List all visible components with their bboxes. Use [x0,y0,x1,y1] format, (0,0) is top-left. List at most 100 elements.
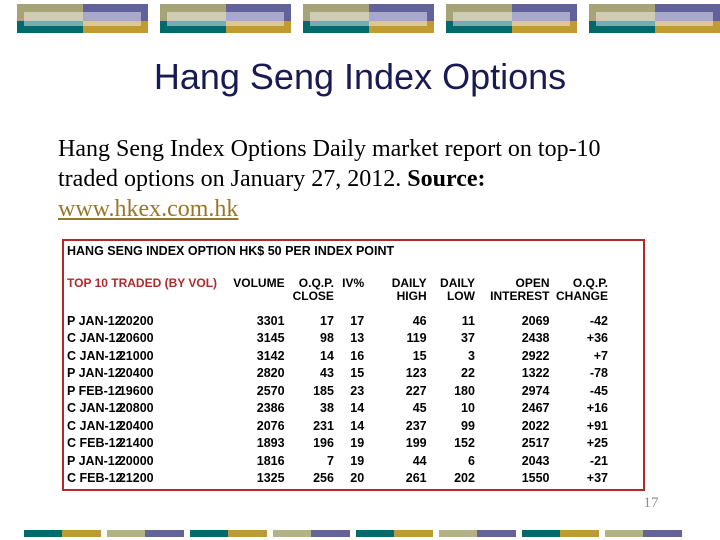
table-cell: 99 [461,418,475,433]
table-cell: 14 [320,348,334,363]
deco-block-khaki [439,530,477,537]
table-cell: 19 [350,436,365,451]
table-cell: 17 [350,313,365,328]
table-cell: 20400 [118,366,154,381]
header-deco-bar [446,4,577,33]
table-cell: 6 [468,453,475,468]
table-cell: 20 [350,471,365,486]
table-row: P JAN-12 20200 3301 17 17 46 11 2069 -42 [67,312,608,330]
table-cell: 7 [326,453,334,468]
deco-block-khaki [589,4,655,22]
deco-highlight [453,12,570,26]
footer-deco-pair [273,530,350,537]
table-row: P JAN-12 20400 2820 43 15 123 22 1322 -78 [67,365,608,383]
table-header-row: TOP 10 TRADED (BY VOL) VOLUME O.Q.P. CLOS… [67,277,608,303]
table-cell: 1325 [256,471,285,486]
table-cell: 43 [320,366,334,381]
deco-block-teal [190,530,228,537]
table-cell: 2467 [521,401,550,416]
footer-deco-pair [439,530,516,537]
table-cell: C JAN-12 [67,418,123,433]
table-cell: 38 [320,401,334,416]
table-cell: P JAN-12 [67,313,122,328]
table-cell: -42 [589,313,608,328]
deco-block-gold [228,530,267,537]
hkex-link[interactable]: www.hkex.com.hk [58,196,239,222]
deco-block-purple [511,4,577,22]
table-cell: 1322 [521,366,550,381]
table-cell: P JAN-12 [67,453,122,468]
table-cell: 2386 [256,401,285,416]
table-cell: 196 [313,436,334,451]
table-cell: 2974 [521,383,550,398]
deco-block-teal [589,21,655,33]
table-cell: +91 [586,418,608,433]
header-deco-bar [303,4,434,33]
table-cell: 20400 [118,418,154,433]
table-cell: +7 [593,348,608,363]
header-top10: TOP 10 TRADED (BY VOL) [67,276,218,290]
deco-block-teal [446,21,512,33]
deco-block-purple [477,530,516,537]
deco-block-gold [511,21,577,33]
table-cell: 227 [405,383,427,398]
table-cell: 261 [405,471,427,486]
table-row: P FEB-12 19600 2570 185 23 227 180 2974 -45 [67,382,608,400]
intro-line-3: www.hkex.com.hk [58,194,668,224]
table-cell: 20000 [118,453,154,468]
table-cell: +36 [586,331,608,346]
footer-deco-pair [522,530,599,537]
footer-deco-pair [605,530,682,537]
deco-block-khaki [303,4,369,22]
deco-block-purple [82,4,148,22]
deco-block-khaki [17,4,83,22]
deco-block-khaki [273,530,311,537]
table-cell: 2438 [521,331,550,346]
table-cell: 152 [454,436,475,451]
table-cell: 185 [313,383,334,398]
deco-highlight [24,12,141,26]
deco-block-teal [522,530,560,537]
table-cell: -78 [589,366,608,381]
table-cell: 14 [350,418,365,433]
deco-block-purple [654,4,720,22]
table-cell: 199 [405,436,427,451]
table-row: P JAN-12 20000 1816 7 19 44 6 2043 -21 [67,452,608,470]
deco-block-gold [82,21,148,33]
table-cell: C JAN-12 [67,348,123,363]
deco-block-teal [24,530,62,537]
source-label: Source: [407,166,486,192]
table-cell: 119 [406,331,427,346]
deco-block-teal [160,21,226,33]
table-cell: 14 [350,401,365,416]
footer-deco-pair [190,530,267,537]
header-volume: VOLUME [233,276,285,290]
table-cell: 21400 [118,436,154,451]
table-cell: 180 [454,383,475,398]
footer-deco-pair [356,530,433,537]
deco-block-purple [145,530,184,537]
table-cell: -45 [589,383,608,398]
intro-paragraph: Hang Seng Index Options Daily market rep… [58,134,668,224]
table-row: C JAN-12 21000 3142 14 16 15 3 2922 +7 [67,347,608,365]
table-cell: 16 [350,348,365,363]
table-cell: 11 [461,313,475,328]
table-cell: +25 [586,436,608,451]
table-cell: 15 [412,348,427,363]
table-cell: 46 [412,313,427,328]
options-table: TOP 10 TRADED (BY VOL) VOLUME O.Q.P. CLOS… [67,277,608,487]
header-daily-low: DAILY LOW [440,276,475,303]
deco-highlight [167,12,284,26]
table-cell: 237 [405,418,427,433]
header-deco-bar [160,4,291,33]
deco-block-purple [311,530,350,537]
table-cell: 44 [412,453,427,468]
header-daily-high: DAILY HIGH [391,276,427,303]
table-cell: +16 [586,401,608,416]
table-cell: 1550 [521,471,550,486]
header-open-interest: OPEN INTEREST [490,276,550,303]
deco-block-gold [368,21,434,33]
table-cell: 23 [350,383,365,398]
deco-highlight [596,12,713,26]
